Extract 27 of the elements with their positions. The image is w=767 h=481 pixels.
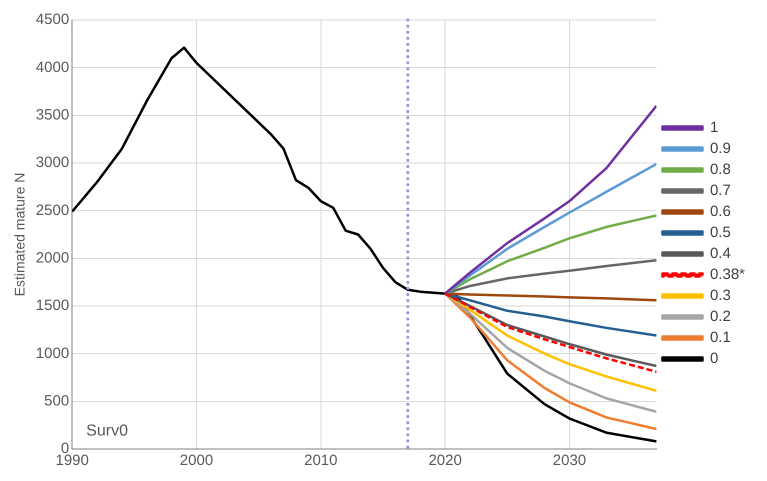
y-tick-label: 500 (44, 392, 70, 410)
y-tick-label: 4500 (36, 11, 70, 28)
y-tick-label: 3500 (36, 106, 70, 124)
x-tick-label: 2010 (304, 452, 338, 470)
annotation: Surv0 (86, 422, 128, 440)
legend-label: 0.3 (710, 287, 731, 304)
legend-label: 0.4 (710, 245, 731, 262)
legend-label: 0.38* (710, 266, 746, 284)
y-tick-label: 1000 (36, 344, 70, 362)
legend-label: 0 (710, 350, 718, 368)
y-tick-label: 1500 (36, 297, 70, 314)
y-tick-label: 3000 (36, 154, 70, 172)
y-axis-title: Estimated mature N (11, 172, 28, 296)
legend-label: 0.5 (710, 224, 731, 242)
legend-label: 0.2 (710, 308, 731, 326)
legend-label: 0.6 (710, 203, 731, 220)
x-tick-label: 2030 (552, 452, 586, 470)
legend-label: 0.9 (710, 140, 731, 158)
y-tick-label: 2000 (36, 249, 70, 266)
x-tick-label: 2000 (180, 452, 214, 470)
legend-label: 0.7 (710, 182, 731, 200)
legend-label: 0.1 (710, 329, 731, 346)
legend-label: 0.8 (710, 161, 731, 178)
legend-label: 1 (710, 119, 718, 136)
y-tick-label: 2500 (36, 202, 70, 219)
y-tick-label: 4000 (36, 58, 70, 76)
x-tick-label: 2020 (428, 452, 462, 470)
